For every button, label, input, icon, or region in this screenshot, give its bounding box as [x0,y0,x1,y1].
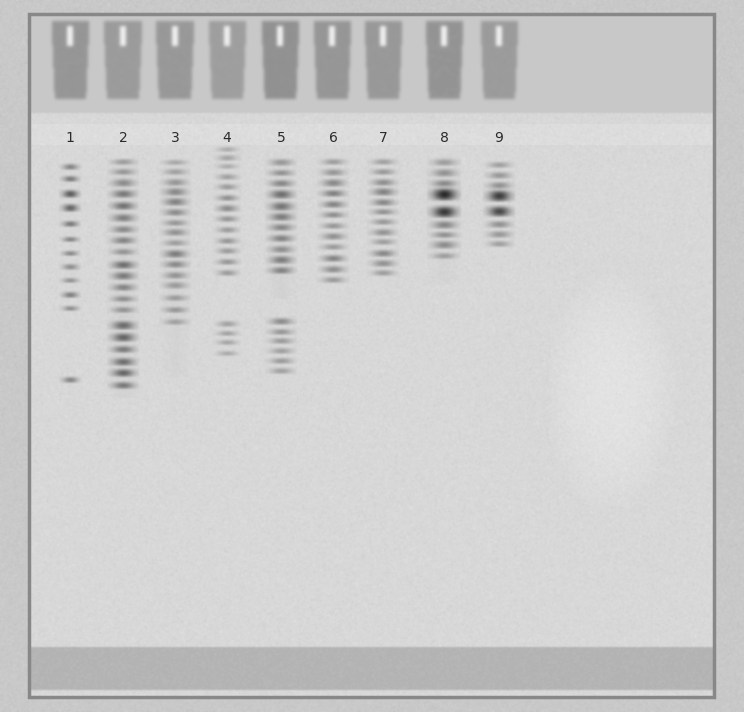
Text: 3: 3 [170,131,179,145]
Text: 2: 2 [118,131,127,145]
Text: 4: 4 [222,131,231,145]
Text: 5: 5 [277,131,286,145]
Text: 6: 6 [329,131,338,145]
Text: 1: 1 [65,131,74,145]
Text: 9: 9 [495,131,504,145]
Text: 7: 7 [379,131,388,145]
Text: 8: 8 [440,131,449,145]
